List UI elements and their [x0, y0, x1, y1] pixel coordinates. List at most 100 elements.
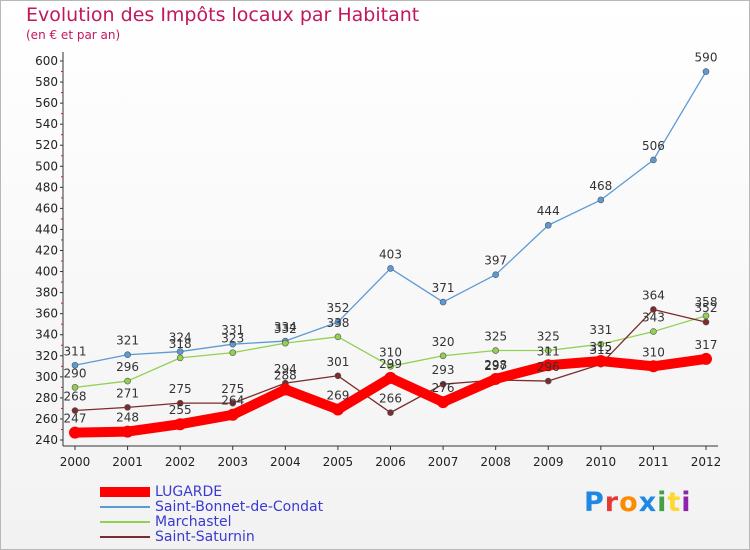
x-tick-label: 2010 [586, 455, 617, 469]
y-tick-label: 580 [35, 75, 58, 89]
data-label: 352 [695, 301, 718, 315]
data-point [121, 425, 134, 438]
data-label: 299 [379, 357, 402, 371]
data-label: 364 [642, 288, 665, 302]
data-point [176, 348, 184, 355]
legend-label: Saint-Saturnin [155, 528, 255, 545]
data-point [702, 68, 710, 75]
data-point [334, 372, 342, 380]
legend-item: LUGARDE [100, 483, 323, 500]
logo-letter: i [681, 487, 692, 518]
data-label: 293 [432, 363, 455, 377]
data-point [174, 418, 187, 431]
data-label: 312 [589, 343, 612, 357]
y-tick-label: 280 [35, 391, 58, 405]
data-label: 311 [64, 344, 87, 358]
data-label: 288 [274, 368, 297, 382]
data-point [387, 363, 394, 370]
data-point [384, 371, 397, 384]
data-label: 468 [589, 179, 612, 193]
data-point [334, 318, 342, 326]
data-point [542, 359, 555, 372]
data-label: 275 [169, 382, 192, 396]
data-point [331, 403, 344, 416]
data-label: 255 [169, 403, 192, 417]
data-point [437, 396, 450, 409]
data-point [176, 354, 184, 362]
data-point [439, 298, 447, 306]
series-line-saint-bonnet-de-condat [74, 70, 707, 366]
data-point [279, 383, 292, 396]
data-label: 275 [221, 382, 244, 396]
data-label: 317 [695, 338, 718, 352]
y-tick-label: 360 [35, 307, 58, 321]
chart-subtitle: (en € et par an) [26, 28, 121, 42]
data-point [387, 265, 394, 272]
legend-label: Marchastel [155, 513, 232, 530]
data-point [69, 426, 81, 439]
data-point [702, 318, 710, 326]
y-tick-label: 300 [35, 370, 58, 384]
y-tick-label: 460 [35, 201, 58, 215]
logo-letter: x [638, 487, 658, 518]
data-label: 301 [326, 355, 349, 369]
proxiti-logo: Proxiti [584, 487, 692, 518]
data-point [71, 384, 79, 391]
data-label: 590 [695, 51, 718, 65]
chart-title: Evolution des Impôts locaux par Habitant [26, 4, 420, 26]
x-tick-label: 2003 [217, 455, 248, 469]
data-point [176, 399, 184, 407]
logo-letter: P [584, 487, 605, 518]
data-point [229, 340, 237, 348]
data-point [594, 355, 607, 368]
data-point [492, 271, 499, 279]
data-point [489, 372, 502, 385]
data-label: 338 [326, 316, 349, 330]
x-tick-label: 2004 [270, 455, 301, 469]
data-point [282, 339, 289, 347]
data-point [387, 409, 394, 416]
data-point [650, 156, 657, 164]
x-tick-label: 2005 [323, 455, 354, 469]
data-point [650, 328, 657, 335]
data-label: 358 [695, 295, 718, 309]
data-label: 271 [116, 386, 139, 400]
data-point [71, 407, 79, 414]
legend-label: Saint-Bonnet-de-Condat [155, 498, 324, 515]
data-label: 334 [274, 320, 297, 334]
data-point [650, 306, 657, 313]
data-label: 290 [64, 366, 87, 380]
logo-letter: r [604, 487, 620, 518]
legend-label: LUGARDE [155, 483, 223, 500]
legend: LUGARDE Saint-Bonnet-de-Condat Marchastel S… [100, 483, 324, 545]
x-tick-label: 2006 [375, 455, 406, 469]
data-label: 315 [589, 340, 612, 354]
data-label: 352 [326, 301, 349, 315]
data-label: 296 [537, 360, 560, 374]
data-label: 296 [116, 360, 139, 374]
data-point [700, 352, 712, 365]
data-label: 266 [379, 392, 402, 406]
x-tick-label: 2000 [60, 455, 91, 469]
x-tick-label: 2011 [638, 455, 669, 469]
data-label: 323 [221, 332, 244, 346]
legend-item: Marchastel [100, 513, 323, 530]
data-point [124, 351, 131, 359]
legend-item: Saint-Saturnin [100, 528, 323, 545]
y-tick-label: 600 [35, 54, 58, 68]
data-label: 324 [169, 331, 192, 345]
data-label: 331 [589, 323, 612, 337]
data-label: 318 [169, 337, 192, 351]
legend-swatch [100, 486, 150, 497]
data-point [229, 399, 237, 407]
data-label: 321 [116, 334, 139, 348]
y-tick-label: 440 [35, 222, 58, 236]
data-label: 371 [432, 281, 455, 295]
data-label: 264 [221, 394, 244, 408]
data-point [226, 408, 239, 421]
data-label: 247 [64, 412, 87, 426]
data-point [439, 380, 447, 388]
y-tick-label: 480 [35, 180, 58, 194]
